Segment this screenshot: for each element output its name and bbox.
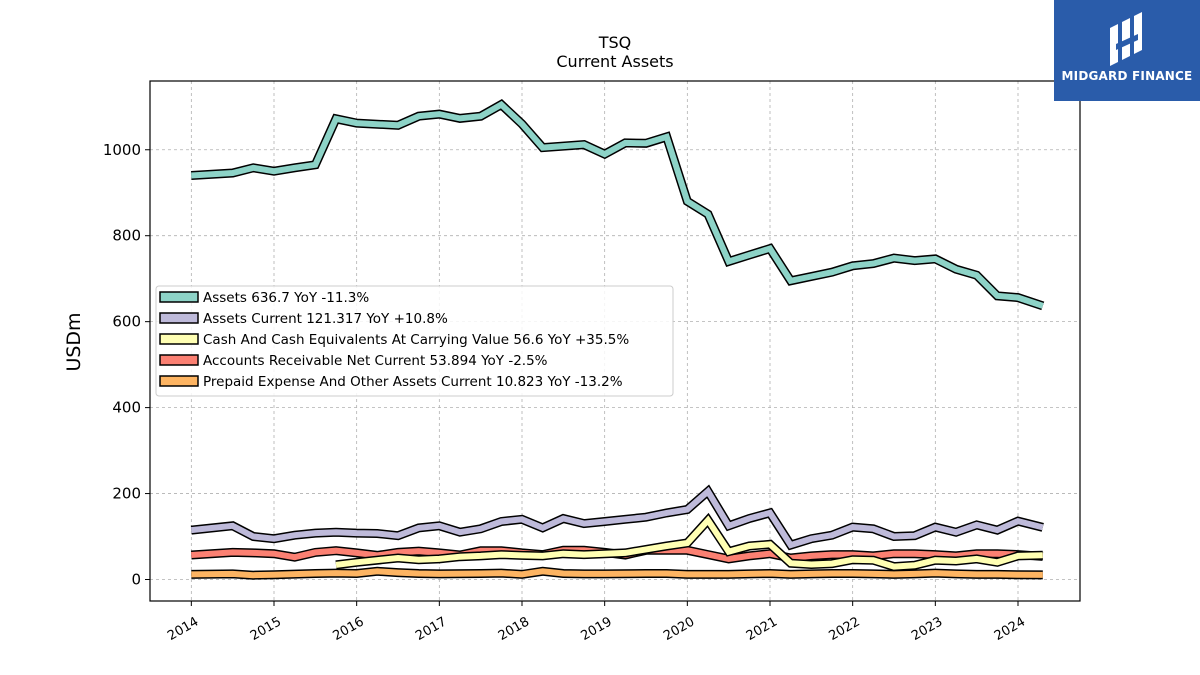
- x-tick-label: 2019: [579, 614, 615, 644]
- series-line: [335, 515, 1043, 570]
- y-axis-label: USDm: [63, 312, 85, 371]
- legend: Assets 636.7 YoY -11.3% Assets Current 12…: [155, 285, 674, 397]
- y-tick-label: 800: [112, 227, 141, 245]
- series-line: [191, 568, 1043, 579]
- x-tick-label: 2020: [661, 614, 697, 644]
- x-tick-label: 2022: [827, 614, 863, 644]
- x-tick-label: 2018: [496, 614, 532, 644]
- x-tick-label: 2024: [992, 614, 1028, 644]
- midgard-finance-logo: MIDGARD FINANCE: [1054, 0, 1200, 101]
- x-tick-label: 2017: [413, 614, 449, 644]
- legend-swatch: [159, 291, 199, 303]
- legend-entry: Assets Current 121.317 YoY +10.8%: [203, 311, 448, 327]
- series-line-outline: [191, 99, 1045, 311]
- x-axis: 2014 2015 2016 2017 2018 2019 2020 2021 2022 2023…: [165, 601, 1028, 644]
- y-tick-label: 400: [112, 399, 141, 417]
- y-axis: 0 200 400 600 800 1000: [103, 141, 150, 589]
- legend-swatch: [159, 312, 199, 324]
- x-tick-label: 2016: [331, 614, 367, 644]
- x-tick-label: 2023: [909, 614, 945, 644]
- logo-text: MIDGARD FINANCE: [1061, 69, 1193, 83]
- series-line: [191, 100, 1044, 309]
- legend-box: [155, 285, 674, 397]
- chart-subtitle: Current Assets: [556, 52, 673, 71]
- x-tick-label: 2015: [248, 614, 284, 644]
- y-tick-label: 1000: [103, 141, 141, 159]
- legend-swatch: [159, 333, 199, 345]
- midgard-logo-icon: [1110, 12, 1142, 66]
- series-line: [190, 486, 1044, 549]
- x-tick-label: 2021: [744, 614, 780, 644]
- y-tick-label: 0: [131, 571, 141, 589]
- legend-entry: Cash And Cash Equivalents At Carrying Va…: [203, 332, 629, 348]
- legend-swatch: [159, 354, 199, 366]
- legend-entry: Accounts Receivable Net Current 53.894 Y…: [203, 353, 548, 369]
- legend-swatch: [159, 375, 199, 387]
- plot-frame: [149, 80, 1081, 602]
- legend-entry: Prepaid Expense And Other Assets Current…: [203, 374, 623, 390]
- y-tick-label: 200: [112, 485, 141, 503]
- legend-entry: Assets 636.7 YoY -11.3%: [203, 290, 369, 306]
- y-tick-label: 600: [112, 313, 141, 331]
- chart-title: TSQ: [598, 33, 632, 52]
- series-layer: [190, 99, 1045, 580]
- x-tick-label: 2014: [165, 614, 201, 644]
